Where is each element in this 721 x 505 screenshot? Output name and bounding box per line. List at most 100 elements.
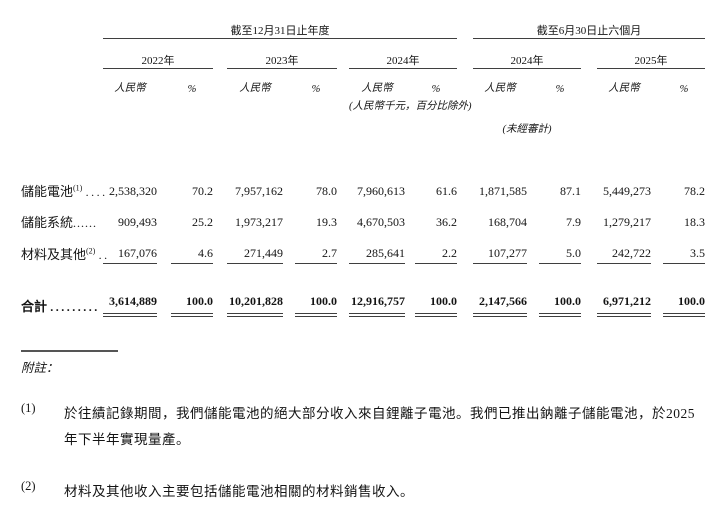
spacer-cell xyxy=(457,95,705,113)
value-cell: 1,279,217 xyxy=(603,215,651,229)
value-cell: 271,449 xyxy=(227,232,283,264)
spacer-cell xyxy=(337,232,349,264)
spacer-cell xyxy=(405,232,415,264)
spacer-cell xyxy=(283,170,295,201)
footnote-2: (2) 材料及其他收入主要包括儲能電池相關的材料銷售收入。 xyxy=(21,479,721,505)
spacer-cell xyxy=(283,201,295,232)
footnote-number: (2) xyxy=(21,478,36,493)
value-cell: 2.2 xyxy=(415,232,457,264)
spacer-cell xyxy=(21,17,103,39)
value-cell: 6,971,212 xyxy=(597,263,651,317)
spacer-cell xyxy=(213,232,227,264)
footnotes-heading: 附註： xyxy=(21,361,59,375)
spacer-cell xyxy=(283,264,295,316)
row-label: 儲能電池(1) .... xyxy=(21,170,105,201)
percent-subheader: % xyxy=(555,84,565,95)
period-header-annual: 截至12月31日止年度 xyxy=(103,17,457,39)
spacer-cell xyxy=(457,170,473,201)
unit-note: (人民幣千元，百分比除外) xyxy=(349,101,472,112)
table-row-total: 合計 ......... 3,614,889 100.0 10,201,828 … xyxy=(21,263,706,317)
year-header-2025: 2025年 xyxy=(597,38,706,69)
spacer-cell xyxy=(157,69,171,96)
document-page: 截至12月31日止年度 截至6月30日止六個月 2022年 2023年 2024… xyxy=(21,17,706,499)
spacer-cell xyxy=(581,232,597,264)
spacer-cell xyxy=(157,264,171,316)
spacer-cell xyxy=(651,170,663,201)
currency-subheader: 人民幣 xyxy=(608,83,640,94)
footnote-marker: (2) xyxy=(86,246,96,256)
period-header-interim: 截至6月30日止六個月 xyxy=(473,17,706,39)
table-row-energy-storage-batteries: 儲能電池(1) .... 2,538,320 70.2 7,957,162 78… xyxy=(21,170,705,201)
unaudited-note-row: (未經審計) xyxy=(21,113,705,136)
row-label-text: 合計 xyxy=(21,299,48,314)
spacer-cell xyxy=(405,170,415,201)
subheader-row: 人民幣 % 人民幣 % 人民幣 % 人民幣 % 人民幣 % xyxy=(21,69,705,96)
value-cell: 100.0 xyxy=(171,263,213,317)
spacer-cell xyxy=(527,170,539,201)
currency-subheader: 人民幣 xyxy=(361,83,393,94)
spacer-cell xyxy=(651,232,663,264)
value-cell: 19.3 xyxy=(316,215,337,229)
value-cell: 100.0 xyxy=(295,263,337,317)
spacer-cell xyxy=(213,201,227,232)
value-cell: 909,493 xyxy=(118,215,157,229)
value-cell: 1,871,585 xyxy=(479,184,527,198)
unit-note-row: (人民幣千元，百分比除外) xyxy=(21,95,705,113)
spacer-cell xyxy=(21,136,705,170)
unaudited-note: (未經審計) xyxy=(502,124,552,135)
value-cell: 285,641 xyxy=(349,232,405,264)
value-cell: 5,449,273 xyxy=(603,184,651,198)
spacer-cell xyxy=(527,264,539,316)
value-cell: 167,076 xyxy=(103,232,157,264)
value-cell: 10,201,828 xyxy=(227,263,283,317)
spacer-cell xyxy=(457,69,473,96)
currency-subheader: 人民幣 xyxy=(114,83,146,94)
spacer-cell xyxy=(581,113,705,136)
spacer-cell xyxy=(457,17,473,39)
revenue-breakdown-table: 截至12月31日止年度 截至6月30日止六個月 2022年 2023年 2024… xyxy=(21,17,706,317)
row-label-text: 材料及其他 xyxy=(21,246,87,262)
value-cell: 2,147,566 xyxy=(473,263,527,317)
value-cell: 12,916,757 xyxy=(349,263,405,317)
year-header-2023: 2023年 xyxy=(227,38,337,69)
year-header-2024: 2024年 xyxy=(349,38,457,69)
value-cell: 36.2 xyxy=(436,215,457,229)
spacer-cell xyxy=(337,264,349,316)
year-header-row: 2022年 2023年 2024年 2024年 2025年 xyxy=(21,38,706,69)
value-cell: 78.0 xyxy=(316,184,337,198)
table-row-materials-and-others: 材料及其他(2) .. 167,076 4.6 271,449 2.7 285,… xyxy=(21,232,706,264)
spacer-cell xyxy=(213,170,227,201)
currency-subheader: 人民幣 xyxy=(484,83,516,94)
footnote-divider xyxy=(21,350,118,352)
spacer-cell xyxy=(337,69,349,96)
value-cell: 100.0 xyxy=(539,263,581,317)
spacer-cell xyxy=(157,201,171,232)
spacer-cell xyxy=(581,201,597,232)
currency-subheader: 人民幣 xyxy=(239,83,271,94)
value-cell: 4,670,503 xyxy=(357,215,405,229)
group-header-row: 截至12月31日止年度 截至6月30日止六個月 xyxy=(21,17,706,39)
spacer-cell xyxy=(581,39,597,69)
value-cell: 1,973,217 xyxy=(235,215,283,229)
value-cell: 70.2 xyxy=(192,184,213,198)
spacer-cell xyxy=(457,232,473,264)
spacer-cell xyxy=(581,170,597,201)
value-cell: 4.6 xyxy=(171,232,213,264)
row-label: 合計 ......... xyxy=(21,264,103,316)
spacer-cell xyxy=(283,69,295,96)
year-header-2022: 2022年 xyxy=(103,38,213,69)
value-cell: 107,277 xyxy=(473,232,527,264)
spacer-cell xyxy=(527,69,539,96)
spacer-cell xyxy=(405,69,415,96)
spacer-cell xyxy=(337,201,349,232)
value-cell: 7,957,162 xyxy=(235,184,283,198)
spacer-cell xyxy=(337,170,349,201)
spacer-cell xyxy=(213,69,227,96)
percent-subheader: % xyxy=(187,84,197,95)
value-cell: 87.1 xyxy=(560,184,581,198)
spacer-cell xyxy=(651,264,663,316)
footnote-number: (1) xyxy=(21,401,36,415)
spacer-cell xyxy=(457,39,473,69)
value-cell: 5.0 xyxy=(539,232,581,264)
spacer-cell xyxy=(21,95,349,113)
